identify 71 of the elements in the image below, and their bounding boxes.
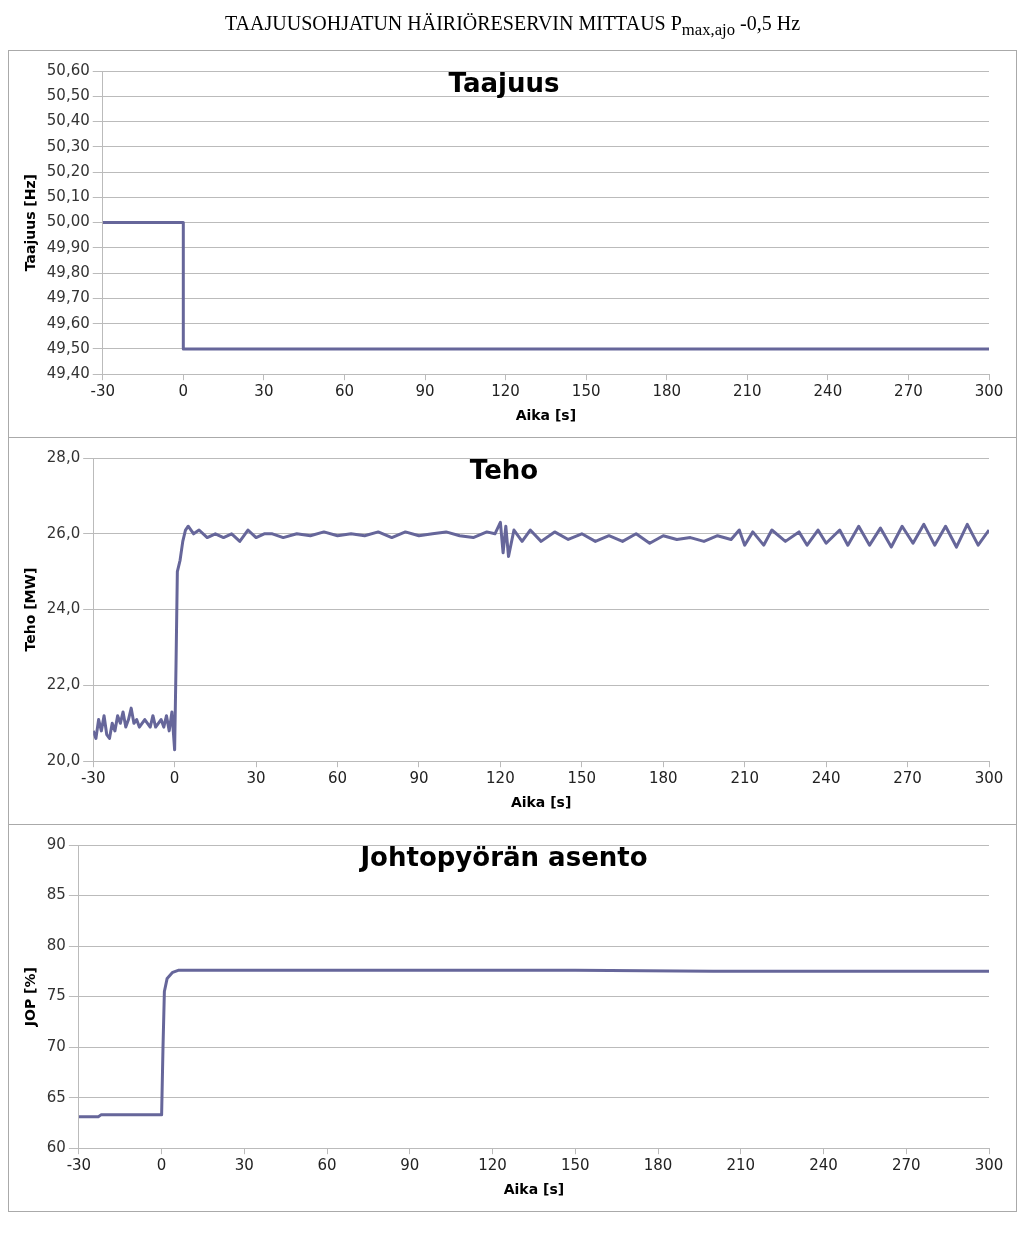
x-tick-label: 120 <box>486 769 515 788</box>
x-tick-label: 60 <box>327 769 348 788</box>
chart-title: Johtopyörän asento <box>358 842 648 873</box>
x-tick-label: 0 <box>178 382 189 401</box>
y-tick-label: 50,20 <box>46 161 90 180</box>
y-tick-label: 75 <box>46 986 66 1005</box>
y-tick-label: 65 <box>46 1087 66 1106</box>
x-tick-label: 210 <box>732 382 762 401</box>
x-tick-label: 150 <box>571 382 601 401</box>
y-tick-label: 22,0 <box>46 675 81 694</box>
chart-title: Teho <box>469 455 539 486</box>
x-tick-label: 120 <box>491 382 520 401</box>
x-tick-label: 210 <box>730 769 760 788</box>
x-tick-label: 30 <box>254 382 274 401</box>
chart-title: Taajuus <box>448 68 560 99</box>
x-tick-label: 300 <box>974 1156 1004 1175</box>
y-tick-label: 28,0 <box>46 447 81 466</box>
text: TAAJUUSOHJATUN HÄIRIÖRESERVIN MITTAUS P$_{max,ajo}$ -0,5 Hz <box>223 11 802 41</box>
y-tick-label: 85 <box>46 885 66 904</box>
x-tick-label: 60 <box>334 382 354 401</box>
x-tick-label: 90 <box>409 769 429 788</box>
y-tick-label: 49,90 <box>46 237 90 256</box>
x-tick-label: 90 <box>415 382 435 401</box>
x-tick-label: 150 <box>560 1156 590 1175</box>
x-tick-label: 180 <box>652 382 682 401</box>
y-tick-label: 60 <box>46 1138 66 1157</box>
y-tick-label: 26,0 <box>46 523 81 542</box>
y-tick-label: 49,80 <box>46 263 90 282</box>
x-tick-label: 90 <box>400 1156 420 1175</box>
x-tick-label: 240 <box>811 769 841 788</box>
x-tick-label: 270 <box>893 769 922 788</box>
x-axis-title: Aika [s] <box>515 407 577 424</box>
x-tick-label: 0 <box>169 769 180 788</box>
y-tick-label: 50,10 <box>46 187 90 206</box>
y-axis-title: Teho [MW] <box>22 567 39 652</box>
x-tick-label: 180 <box>648 769 678 788</box>
y-tick-label: 90 <box>46 834 66 853</box>
x-tick-label: 30 <box>234 1156 254 1175</box>
x-axis-title: Aika [s] <box>510 794 572 811</box>
x-tick-label: 210 <box>726 1156 756 1175</box>
x-tick-label: 270 <box>891 1156 921 1175</box>
x-tick-label: 240 <box>813 382 843 401</box>
x-tick-label: 300 <box>974 769 1004 788</box>
y-tick-label: 20,0 <box>46 751 81 770</box>
y-tick-label: 50,60 <box>46 60 90 79</box>
y-tick-label: 50,50 <box>46 86 90 105</box>
x-tick-label: 150 <box>567 769 597 788</box>
y-tick-label: 49,50 <box>46 338 90 357</box>
x-tick-label: 240 <box>809 1156 838 1175</box>
x-tick-label: 270 <box>894 382 923 401</box>
x-tick-label: 120 <box>478 1156 507 1175</box>
y-tick-label: 49,60 <box>46 313 90 332</box>
y-tick-label: 80 <box>46 935 66 954</box>
y-tick-label: 50,40 <box>46 111 90 130</box>
x-tick-label: -30 <box>80 769 106 788</box>
x-tick-label: -30 <box>90 382 115 401</box>
x-tick-label: 30 <box>246 769 266 788</box>
x-tick-label: 180 <box>643 1156 673 1175</box>
y-tick-label: 50,00 <box>46 212 90 231</box>
y-tick-label: 70 <box>46 1037 66 1056</box>
y-tick-label: 50,30 <box>46 136 90 155</box>
x-tick-label: 300 <box>974 382 1004 401</box>
y-axis-title: JOP [%] <box>22 967 39 1028</box>
x-tick-label: -30 <box>66 1156 92 1175</box>
y-tick-label: 49,40 <box>46 364 90 383</box>
x-tick-label: 0 <box>156 1156 167 1175</box>
x-tick-label: 60 <box>317 1156 337 1175</box>
y-tick-label: 24,0 <box>46 599 81 618</box>
y-axis-title: Taajuus [Hz] <box>22 173 39 272</box>
x-axis-title: Aika [s] <box>503 1181 565 1198</box>
y-tick-label: 49,70 <box>46 288 90 307</box>
